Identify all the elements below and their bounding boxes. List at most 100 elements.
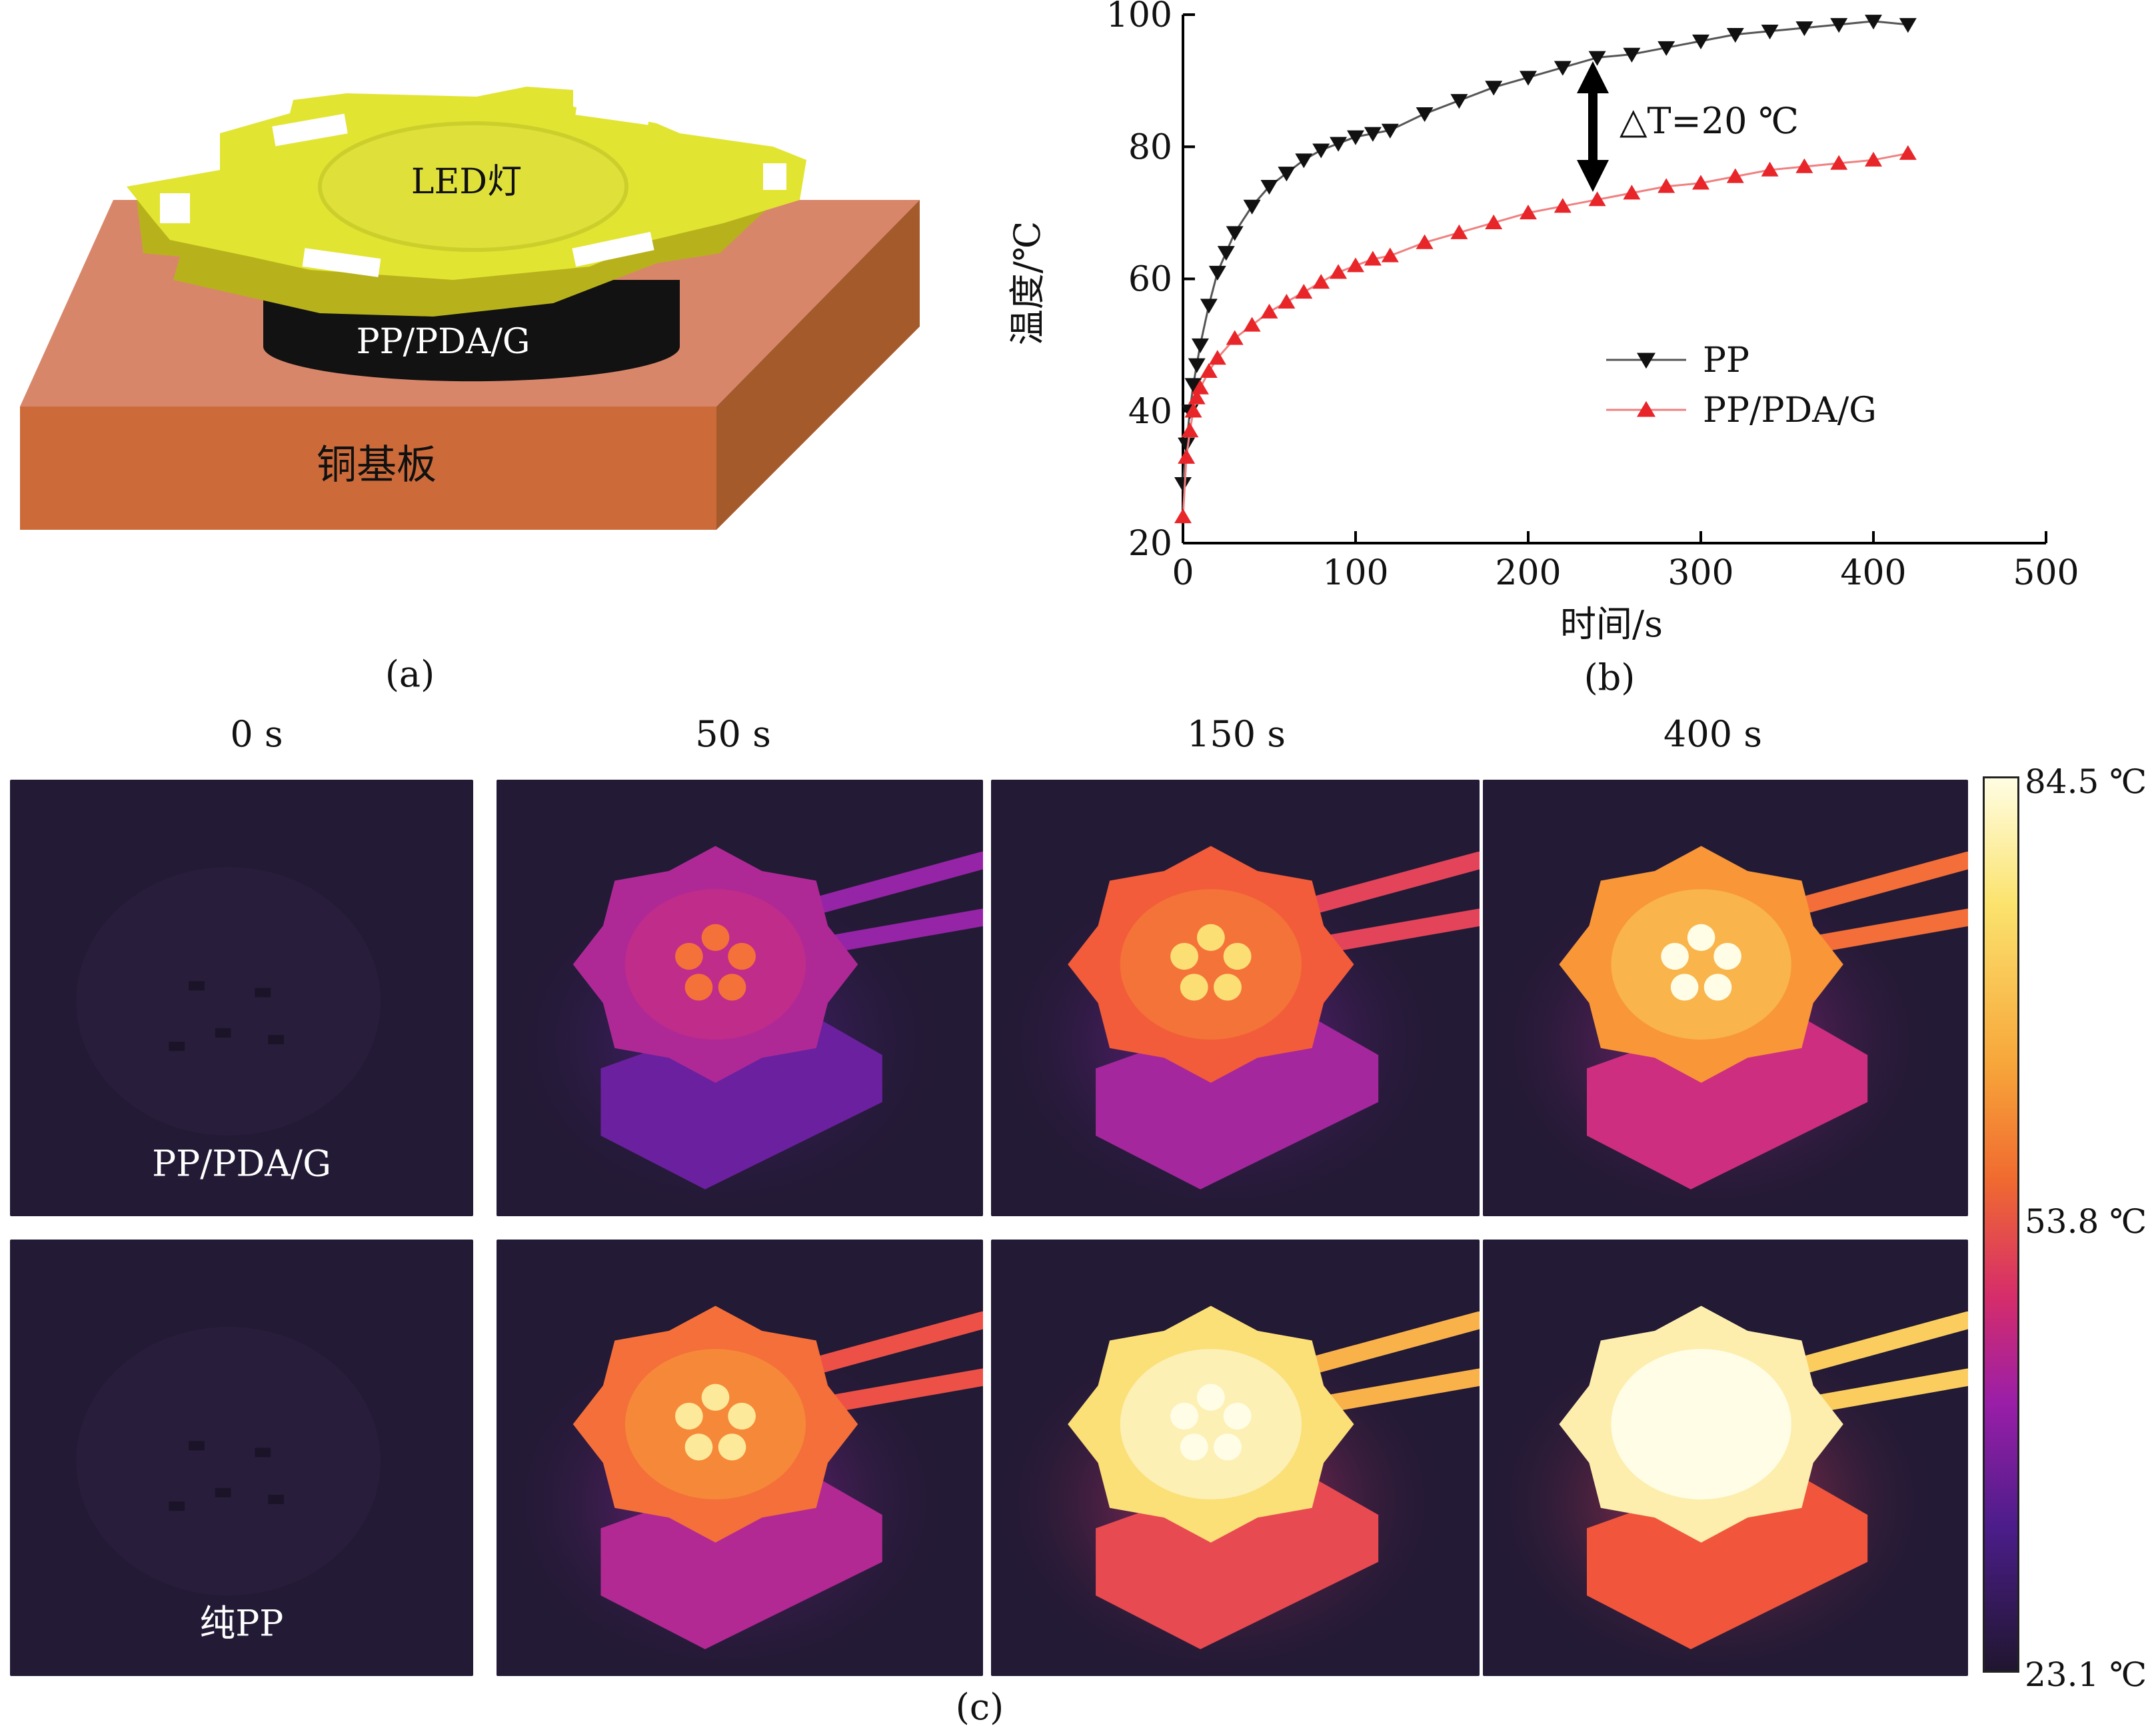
solder-pad: [763, 163, 786, 190]
cold-board-outline: [76, 867, 381, 1136]
data-point: [1520, 71, 1537, 86]
thermal-image-pp-pda-g-0s: PP/PDA/G: [10, 780, 473, 1216]
data-point: [1726, 168, 1744, 183]
led-label: LED灯: [411, 162, 522, 202]
data-point: [1692, 34, 1709, 49]
thermal-image-pure-pp-0s: 纯PP: [10, 1240, 473, 1676]
cold-marker: [255, 1447, 271, 1457]
colorbar-labels: 84.5 ℃ 53.8 ℃ 23.1 ℃: [2025, 762, 2147, 1694]
panel-b-label: (b): [1584, 656, 1635, 698]
time-label-400s: 400 s: [1663, 713, 1762, 755]
led-chip-hotspot: [1170, 1402, 1199, 1430]
thermal-image-pp-pda-g-150s: [991, 780, 1480, 1216]
led-chip-hotspot: [728, 1402, 756, 1430]
led-chip-hotspot: [718, 974, 746, 1001]
data-point: [1795, 158, 1813, 173]
chart-legend: PP PP/PDA/G: [1606, 341, 1877, 431]
data-point: [1865, 151, 1882, 167]
data-point: [1188, 389, 1206, 405]
series-line-0: [1182, 20, 1908, 484]
led-lens: [1120, 889, 1302, 1040]
led-chip-hotspot: [684, 1433, 713, 1461]
led-lens: [624, 889, 806, 1040]
data-point: [1450, 224, 1468, 239]
led-lead-wires: [814, 851, 983, 953]
y-tick-label: 60: [1128, 260, 1172, 300]
cold-marker: [268, 1494, 285, 1505]
data-point: [1347, 130, 1364, 145]
data-point: [1184, 403, 1202, 418]
led-lens: [1611, 889, 1791, 1040]
data-point: [1217, 246, 1235, 261]
panel-a-label: (a): [385, 653, 435, 695]
cold-marker: [189, 1441, 205, 1451]
time-label-150s: 150 s: [1187, 713, 1286, 755]
thermal-image-pure-pp-150s: [991, 1240, 1480, 1676]
data-point: [1295, 283, 1313, 299]
data-point: [1364, 251, 1382, 266]
thermal-image-pp-pda-g-50s: [497, 780, 983, 1216]
thermal-image-pure-pp-400s: [1483, 1240, 1968, 1676]
data-point: [1416, 107, 1434, 123]
led-chip-hotspot: [1703, 974, 1732, 1001]
data-point: [1200, 299, 1218, 314]
y-tick-label: 100: [1106, 0, 1172, 35]
data-point: [1657, 41, 1675, 56]
colorbar-max-label: 84.5 ℃: [2025, 762, 2147, 801]
row-label: PP/PDA/G: [152, 1142, 331, 1184]
data-point: [1761, 25, 1779, 40]
thermal-image-pure-pp-50s: [497, 1240, 983, 1676]
led-board-inner-ring: [318, 121, 628, 252]
data-point: [1312, 143, 1330, 159]
base-label: 铜基板: [317, 442, 437, 488]
data-point: [1243, 199, 1261, 215]
data-point: [1295, 153, 1313, 169]
cold-marker: [215, 1028, 231, 1038]
led-chip-hotspot: [701, 1383, 730, 1411]
chart-series: [1174, 15, 1917, 524]
data-point: [1899, 145, 1917, 160]
data-point: [1188, 358, 1206, 373]
led-chip-hotspot: [1703, 1433, 1732, 1461]
led-lens: [624, 1349, 806, 1499]
data-point: [1899, 18, 1917, 33]
led-chip-hotspot: [1180, 1433, 1208, 1461]
led-chip-hotspot: [701, 924, 730, 951]
material-label: PP/PDA/G: [357, 322, 531, 362]
led-chip-hotspot: [1196, 924, 1225, 951]
x-tick-label: 300: [1667, 553, 1733, 593]
cold-board-outline: [76, 1327, 381, 1596]
data-point: [1520, 205, 1537, 220]
led-chip-hotspot: [675, 942, 703, 970]
led-chip-hotspot: [1223, 942, 1252, 970]
data-point: [1761, 161, 1779, 177]
data-point: [1623, 47, 1641, 63]
data-point: [1726, 27, 1744, 43]
led-chip-hotspot: [1170, 942, 1199, 970]
led-chip-hotspot: [675, 1402, 703, 1430]
x-tick-label: 200: [1495, 553, 1561, 593]
data-point: [1260, 303, 1278, 319]
y-tick-label: 20: [1128, 524, 1172, 564]
data-point: [1485, 81, 1503, 96]
data-point: [1191, 338, 1209, 353]
led-chip-hotspot: [1687, 924, 1715, 951]
data-point: [1208, 265, 1226, 281]
panel-a-schematic: LED灯 PP/PDA/G 铜基板 (a): [20, 87, 920, 695]
chart-y-label: 温度/℃: [1006, 221, 1048, 346]
data-point: [1830, 18, 1848, 33]
data-point: [1381, 247, 1399, 263]
data-point: [1278, 293, 1296, 309]
led-chip-hotspot: [1196, 1383, 1225, 1411]
legend-label: PP: [1703, 341, 1749, 381]
led-chip-hotspot: [1661, 942, 1689, 970]
data-point: [1347, 257, 1364, 273]
x-tick-label: 100: [1322, 553, 1388, 593]
data-point: [1184, 378, 1202, 393]
solder-pad: [272, 113, 348, 147]
data-point: [1330, 137, 1348, 152]
cold-marker: [268, 1034, 285, 1045]
y-tick-label: 40: [1128, 392, 1172, 432]
data-point: [1485, 214, 1503, 229]
